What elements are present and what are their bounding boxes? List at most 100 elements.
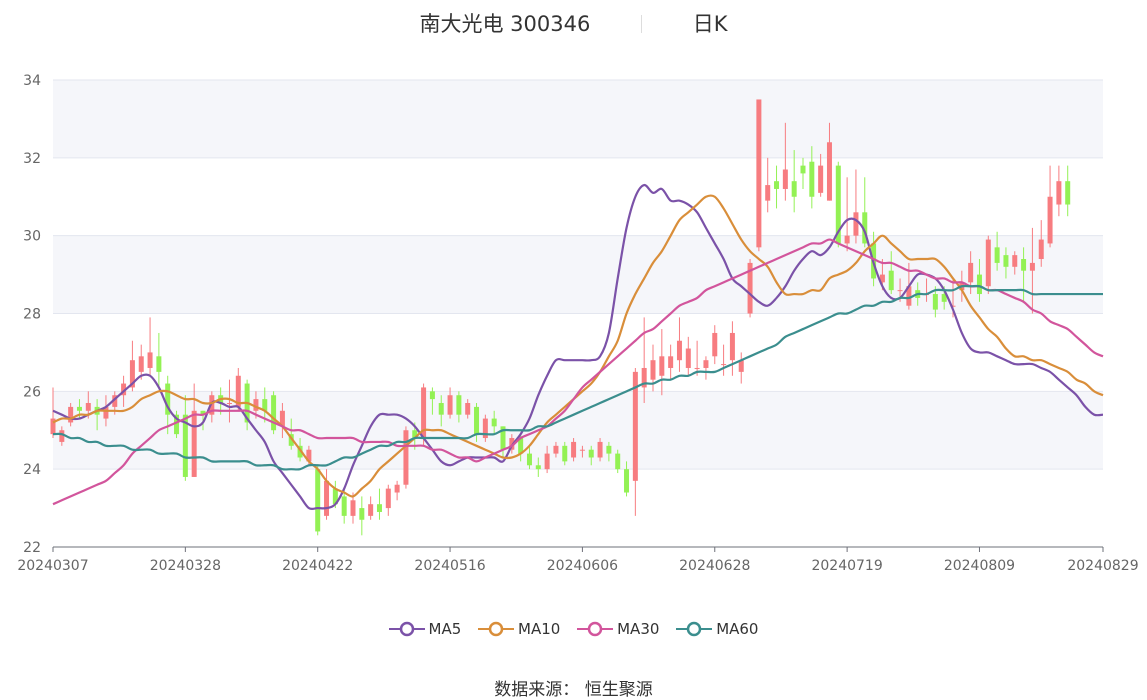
candle-body <box>729 332 735 361</box>
data-source: 数据来源： 恒生聚源 <box>0 675 1147 700</box>
y-tick-label: 30 <box>23 229 41 245</box>
candles <box>50 99 1071 536</box>
x-tick-label: 20240422 <box>282 558 353 574</box>
candle-body <box>932 294 938 310</box>
candle-body <box>1047 196 1053 244</box>
candle-body <box>59 430 65 442</box>
ma-line-ma10 <box>52 194 1104 498</box>
candle-body <box>579 449 585 451</box>
candle-body <box>985 239 991 287</box>
candle-body <box>394 484 400 493</box>
candle-body <box>500 426 506 450</box>
legend: MA5 MA10 MA30 MA60 <box>0 620 1147 641</box>
candle-body <box>791 181 797 197</box>
legend-label-ma60: MA60 <box>716 620 759 638</box>
candle-body <box>200 410 206 415</box>
legend-label-ma10: MA10 <box>518 620 561 638</box>
candle-body <box>659 356 665 376</box>
y-tick-label: 26 <box>23 384 41 400</box>
candle-body <box>112 395 118 407</box>
candle-body <box>782 169 788 189</box>
candle-body <box>968 262 974 283</box>
candle-body <box>465 403 471 415</box>
ma-line-ma60 <box>52 284 1103 471</box>
candle-body <box>332 488 338 505</box>
candle-body <box>315 469 321 532</box>
ma10-legend-icon <box>478 621 515 637</box>
y-axis-ticks: 22 24 26 28 30 32 34 <box>23 73 41 556</box>
legend-item-ma60[interactable]: MA60 <box>676 620 758 638</box>
title-separator <box>641 15 643 33</box>
x-tick-label: 20240628 <box>679 558 750 574</box>
y-tick-label: 24 <box>23 462 41 478</box>
candle-body <box>68 406 74 423</box>
candle-body <box>474 406 480 435</box>
candle-body <box>1029 262 1035 271</box>
candle-body <box>721 364 727 366</box>
source-value: 恒生聚源 <box>584 680 653 700</box>
candle-body <box>1056 181 1062 205</box>
candle-body <box>271 395 277 431</box>
candle-body <box>650 360 656 380</box>
candle-body <box>262 399 268 411</box>
candle-body <box>615 453 621 470</box>
legend-item-ma10[interactable]: MA10 <box>478 620 560 638</box>
candle-body <box>447 395 453 415</box>
candle-body <box>85 403 91 411</box>
candle-body <box>588 449 594 458</box>
candle-body <box>235 375 241 407</box>
candle-body <box>606 445 612 454</box>
candle-body <box>809 161 815 197</box>
candle-body <box>147 352 153 368</box>
candle-body <box>174 414 180 435</box>
candle-body <box>376 504 382 512</box>
candle-body <box>341 496 347 516</box>
candle-body <box>129 360 135 388</box>
candle-body <box>632 371 638 481</box>
candle-body <box>385 488 391 509</box>
ma60-legend-icon <box>676 621 713 637</box>
candle-body <box>403 430 409 485</box>
x-tick-label: 20240307 <box>17 558 88 574</box>
legend-label-ma30: MA30 <box>617 620 660 638</box>
candle-body <box>518 438 524 454</box>
legend-item-ma5[interactable]: MA5 <box>388 620 461 638</box>
candle-body <box>544 453 550 470</box>
candle-body <box>553 445 559 454</box>
candle-body <box>879 274 885 283</box>
candle-body <box>694 367 700 369</box>
candle-body <box>597 441 603 458</box>
candle-body <box>359 508 365 520</box>
candle-body <box>429 391 435 400</box>
y-tick-label: 32 <box>23 151 41 167</box>
candle-body <box>950 305 956 307</box>
grid-band <box>53 80 1103 158</box>
grid-band <box>53 235 1103 314</box>
candle-body <box>906 286 912 306</box>
candle-body <box>1003 255 1009 267</box>
candle-body <box>800 165 806 174</box>
candle-body <box>350 500 356 516</box>
candle-body <box>103 406 109 419</box>
x-tick-label: 20240719 <box>811 558 882 574</box>
candle-body <box>50 418 56 435</box>
stock-name: 南大光电 300346 <box>419 12 591 36</box>
candle-body <box>412 430 418 439</box>
candle-body <box>818 165 824 193</box>
source-label: 数据来源： <box>494 680 580 700</box>
candle-body <box>253 399 259 411</box>
candle-body <box>826 142 832 201</box>
candle-body <box>279 410 285 427</box>
candle-body <box>182 414 188 477</box>
candle-body <box>738 360 744 372</box>
candle-body <box>138 356 144 372</box>
candle-body <box>844 235 850 244</box>
candle-body <box>1012 255 1018 267</box>
ma-lines <box>52 183 1104 511</box>
period-label: 日K <box>692 12 728 36</box>
legend-item-ma30[interactable]: MA30 <box>577 620 659 638</box>
candle-body <box>747 262 753 314</box>
candle-body <box>765 185 771 201</box>
candle-body <box>226 403 232 405</box>
candle-body <box>562 445 568 462</box>
